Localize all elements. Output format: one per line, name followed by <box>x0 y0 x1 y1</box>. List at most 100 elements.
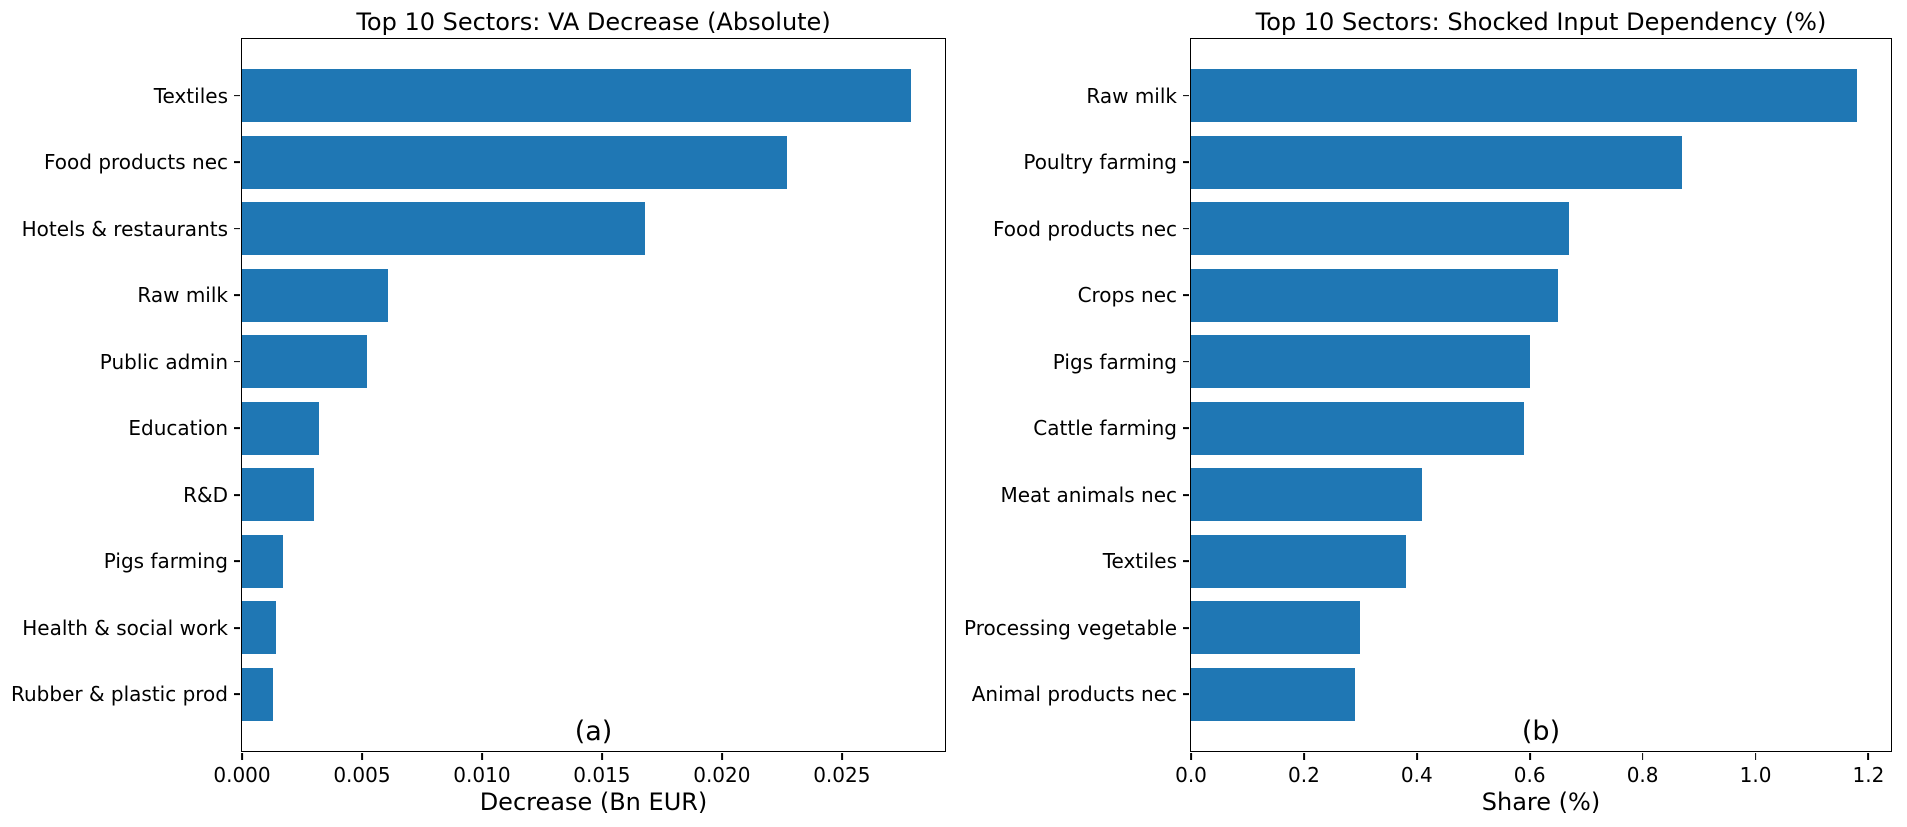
x-tick-label: 0.005 <box>333 763 391 787</box>
bar-row: Textiles <box>1103 534 1891 588</box>
bar <box>242 468 314 522</box>
y-tick-mark <box>234 493 241 496</box>
x-tick-mark <box>1754 753 1757 760</box>
x-axis-label: Decrease (Bn EUR) <box>479 788 708 816</box>
x-tick-mark <box>481 753 483 760</box>
x-tick-label: 0.6 <box>1513 763 1546 787</box>
bar-row: Rubber & plastic prod <box>11 667 945 721</box>
y-tick-mark <box>1183 493 1190 496</box>
category-label: Education <box>128 416 228 441</box>
bar <box>242 401 319 455</box>
category-label: Meat animals nec <box>1000 482 1177 507</box>
x-tick-label: 0.000 <box>213 763 271 787</box>
y-tick-mark <box>234 161 241 163</box>
y-tick-mark <box>234 227 241 230</box>
x-tick-label: 0.020 <box>693 763 751 787</box>
category-label: Food products nec <box>993 216 1177 241</box>
x-tick-label: 0.8 <box>1626 763 1659 787</box>
bar-row: Raw milk <box>1086 69 1891 122</box>
subplot-b: Top 10 Sectors: Shocked Input Dependency… <box>953 0 1907 827</box>
category-label: Processing vegetable <box>964 615 1177 640</box>
x-tick-mark <box>1190 753 1192 760</box>
panel-label: (a) <box>574 716 613 747</box>
bar <box>1191 468 1423 522</box>
y-tick-mark <box>1183 94 1190 97</box>
x-tick-label: 0.4 <box>1400 763 1433 787</box>
category-label: Raw milk <box>137 283 228 308</box>
bar-row: Animal products nec <box>972 667 1891 721</box>
y-tick-mark <box>1183 227 1190 230</box>
bar <box>1191 667 1355 721</box>
y-tick-mark <box>1183 560 1190 563</box>
plot-area: Raw milk Poultry farming Food products nec… <box>964 38 1892 787</box>
bar-row: Cattle farming <box>1033 401 1891 455</box>
category-label: Hotels & restaurants <box>21 216 228 241</box>
bar <box>1191 601 1361 655</box>
x-tick-label: 0.025 <box>813 763 871 787</box>
bar <box>242 335 367 389</box>
bar <box>242 135 787 189</box>
y-tick-mark <box>1183 626 1190 629</box>
x-axis-label: Share (%) <box>1481 788 1601 816</box>
bar-row: R&D <box>183 468 945 522</box>
y-tick-mark <box>1183 427 1190 430</box>
bar <box>1191 335 1530 389</box>
bar-row: Textiles <box>154 69 945 122</box>
bar <box>242 601 276 655</box>
bar <box>1191 135 1683 189</box>
bar-row: Pigs farming <box>104 534 945 588</box>
bar-row: Food products nec <box>44 135 945 189</box>
x-tick-mark <box>1415 753 1418 760</box>
x-tick-mark <box>720 753 723 760</box>
x-tick-mark <box>1528 753 1531 760</box>
category-label: Pigs farming <box>103 549 228 574</box>
y-tick-mark <box>234 427 241 430</box>
bar <box>1191 202 1570 256</box>
x-tick-label: 0.010 <box>453 763 511 787</box>
category-label: Pigs farming <box>1052 349 1177 374</box>
category-label: Public admin <box>99 349 228 374</box>
x-tick-mark <box>1302 753 1305 760</box>
category-label: Textiles <box>1102 549 1177 574</box>
x-tick-mark <box>1641 753 1644 760</box>
bar-row: Poultry farming <box>1023 135 1891 189</box>
x-tick-label: 1.2 <box>1852 763 1885 787</box>
bar <box>242 202 646 256</box>
y-tick-mark <box>234 626 241 629</box>
category-label: Rubber & plastic prod <box>11 682 228 707</box>
y-tick-mark <box>234 360 241 363</box>
y-tick-mark <box>234 560 241 563</box>
bar <box>1191 401 1525 455</box>
y-tick-mark <box>1183 294 1190 297</box>
y-tick-mark <box>1183 360 1190 363</box>
x-tick-mark <box>600 753 603 760</box>
category-label: Food products nec <box>44 150 228 175</box>
bar-row: Pigs farming <box>1053 335 1891 389</box>
panel-label: (b) <box>1521 716 1561 747</box>
bar-row: Education <box>128 401 945 455</box>
category-label: Crops nec <box>1077 283 1177 308</box>
bar-row: Processing vegetable <box>964 601 1891 655</box>
category-label: Animal products nec <box>971 682 1177 707</box>
bar-row: Food products nec <box>993 202 1891 256</box>
x-tick-mark <box>241 753 243 760</box>
x-tick-label: 0.015 <box>573 763 631 787</box>
bar-row: Meat animals nec <box>1000 468 1891 522</box>
x-tick-label: 0.0 <box>1175 763 1207 787</box>
bar <box>242 534 283 588</box>
y-tick-mark <box>1183 693 1190 696</box>
x-tick-mark <box>1867 753 1870 760</box>
chart-title: Top 10 Sectors: VA Decrease (Absolute) <box>356 8 831 36</box>
bar <box>1191 268 1558 322</box>
bar-row: Crops nec <box>1078 268 1891 322</box>
bar <box>242 268 389 322</box>
bar-row: Public admin <box>100 335 945 389</box>
bar-row: Raw milk <box>137 268 945 322</box>
bar <box>242 69 912 122</box>
bar-row: Hotels & restaurants <box>22 202 945 256</box>
y-tick-mark <box>234 94 241 97</box>
chart-title: Top 10 Sectors: Shocked Input Dependency… <box>1255 8 1827 36</box>
bar <box>1191 69 1858 122</box>
subplot-a: Top 10 Sectors: VA Decrease (Absolute) T… <box>0 0 953 827</box>
